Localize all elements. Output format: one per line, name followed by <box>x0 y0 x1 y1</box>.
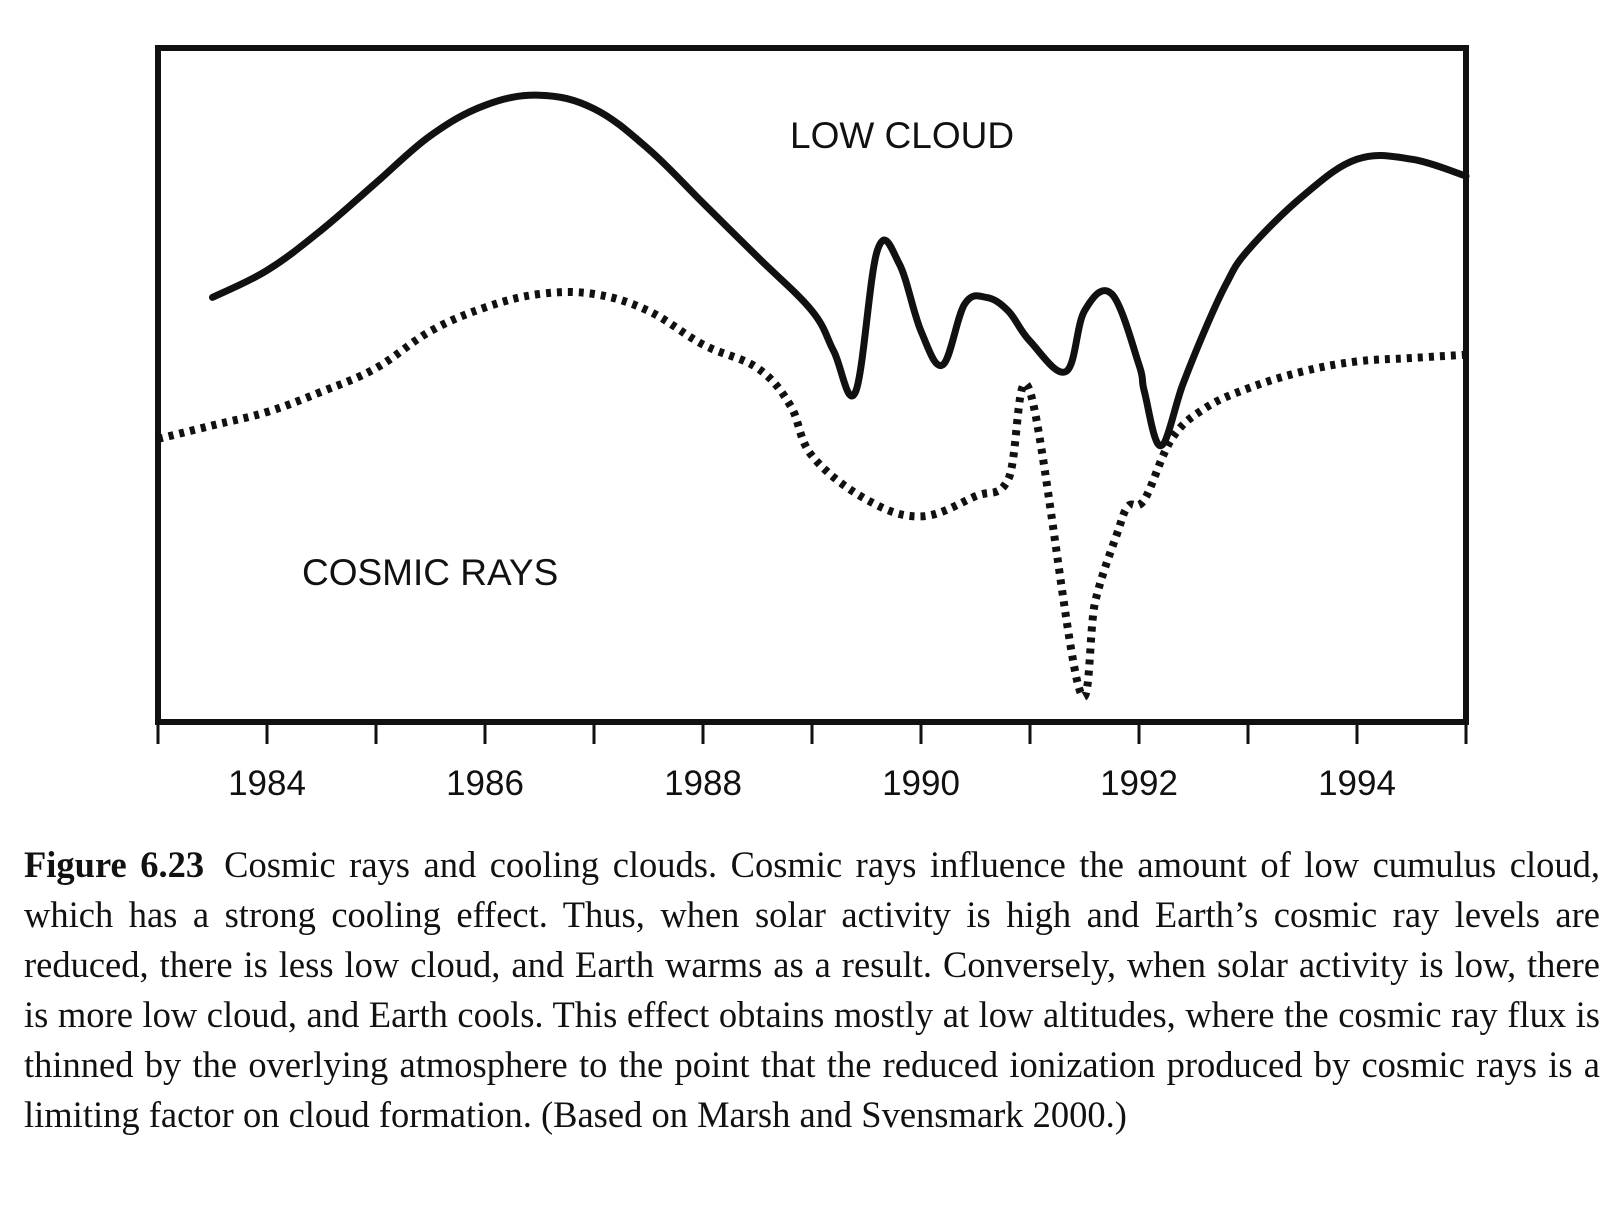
series-layer <box>157 91 1470 701</box>
x-tick-label-1986: 1986 <box>446 764 524 803</box>
x-axis-ticks <box>156 725 1468 744</box>
x-tick-label-1988: 1988 <box>664 764 742 803</box>
chart: 1984 1986 1988 1990 1992 1994 LOW CLOUD COSMI… <box>155 45 1470 803</box>
x-axis-tick-labels: 1984 1986 1988 1990 1992 1994 <box>228 764 1396 803</box>
series-line-low-cloud <box>209 91 1470 450</box>
x-tick-label-1994: 1994 <box>1318 764 1396 803</box>
figure-number: Figure 6.23 <box>24 844 205 885</box>
x-tick-label-1990: 1990 <box>882 764 960 803</box>
x-tick-label-1992: 1992 <box>1100 764 1178 803</box>
x-tick-label-1984: 1984 <box>228 764 306 803</box>
series-label-low-cloud: LOW CLOUD <box>790 115 1014 156</box>
plot-frame <box>155 45 1469 725</box>
series-label-cosmic-rays: COSMIC RAYS <box>302 552 558 593</box>
caption-text: Cosmic rays and cooling clouds. Cosmic r… <box>24 844 1600 1135</box>
series-line-cosmic-rays <box>157 287 1467 701</box>
figure-caption: Figure 6.23 Cosmic rays and cooling cloud… <box>24 840 1600 1140</box>
